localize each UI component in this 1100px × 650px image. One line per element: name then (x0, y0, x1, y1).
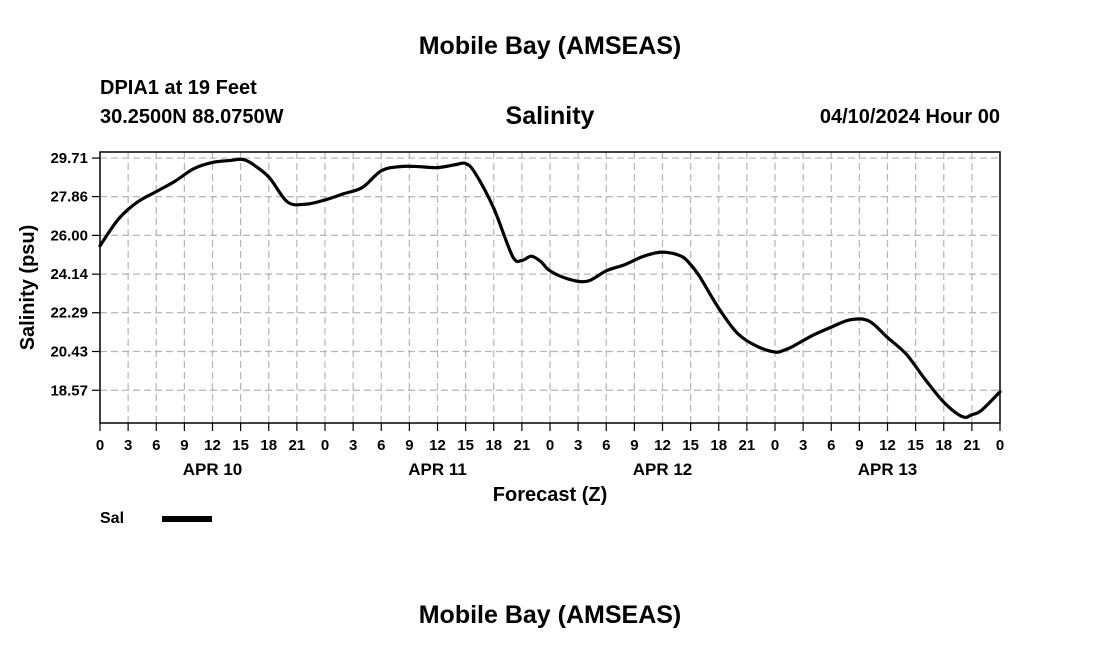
x-tick-label: 15 (907, 437, 924, 454)
x-tick-label: 9 (405, 437, 413, 454)
chart-heading: Salinity (505, 102, 595, 130)
x-tick-label: 3 (799, 437, 807, 454)
x-tick-label: 3 (574, 437, 582, 454)
x-tick-label: 21 (514, 437, 531, 454)
plot-frame (99, 151, 1001, 424)
x-tick-label: 6 (602, 437, 610, 454)
date-label: APR 13 (858, 460, 918, 479)
y-tick-label: 29.71 (50, 150, 88, 167)
x-tick-label: 9 (630, 437, 638, 454)
station-coordinates: 30.2500N 88.0750W (100, 106, 284, 128)
x-tick-label: 12 (429, 437, 446, 454)
x-tick-label: 6 (152, 437, 160, 454)
date-label: APR 12 (633, 460, 693, 479)
x-tick-label: 9 (855, 437, 863, 454)
x-tick-label: 15 (232, 437, 249, 454)
legend-label-sal: Sal (100, 510, 125, 527)
x-tick-label: 0 (771, 437, 779, 454)
x-tick-label: 9 (180, 437, 188, 454)
x-tick-label: 0 (321, 437, 329, 454)
station-name: DPIA1 at 19 Feet (100, 77, 257, 99)
date-label: APR 11 (408, 460, 467, 479)
x-tick-label: 15 (457, 437, 474, 454)
x-tick-label: 18 (935, 437, 952, 454)
x-tick-label: 3 (349, 437, 357, 454)
series-line-sal (98, 157, 1002, 420)
x-tick-label: 21 (964, 437, 981, 454)
y-tick-label: 18.57 (50, 382, 88, 399)
x-tick-label: 12 (654, 437, 671, 454)
chart-tick-labels: 0 3 6 9 12 15 18 21 0 3 6 9 12 15 18 21 0 3 6 9 12 15 18 21 0 3 6 9… (50, 150, 1004, 479)
footer-title: Mobile Bay (AMSEAS) (418, 601, 682, 629)
legend: Sal (100, 510, 212, 528)
x-tick-label: 0 (96, 437, 104, 454)
y-tick-label: 27.86 (50, 189, 88, 206)
legend-swatch-sal (162, 516, 212, 522)
x-tick-label: 18 (710, 437, 727, 454)
x-tick-label: 21 (289, 437, 306, 454)
x-tick-label: 21 (739, 437, 756, 454)
x-tick-label: 12 (204, 437, 221, 454)
chart-main-title: Mobile Bay (AMSEAS) (418, 32, 682, 60)
forecast-run-time: 04/10/2024 Hour 00 (819, 106, 1000, 128)
x-tick-label: 0 (996, 437, 1004, 454)
x-tick-label: 0 (546, 437, 554, 454)
x-tick-label: 18 (485, 437, 502, 454)
chart-ticks (92, 157, 1001, 431)
y-tick-label: 24.14 (50, 266, 88, 283)
x-axis-label: Forecast (Z) (493, 484, 607, 506)
x-tick-label: 18 (260, 437, 277, 454)
x-tick-label: 6 (827, 437, 835, 454)
x-tick-label: 6 (377, 437, 385, 454)
y-tick-label: 22.29 (50, 305, 88, 322)
x-tick-label: 15 (682, 437, 699, 454)
chart-grid (100, 152, 1000, 423)
x-tick-label: 3 (124, 437, 132, 454)
y-tick-label: 20.43 (50, 343, 88, 360)
date-label: APR 10 (183, 460, 243, 479)
y-axis-label: Salinity (psu) (17, 225, 39, 351)
y-tick-label: 26.00 (50, 227, 88, 244)
x-tick-label: 12 (879, 437, 896, 454)
